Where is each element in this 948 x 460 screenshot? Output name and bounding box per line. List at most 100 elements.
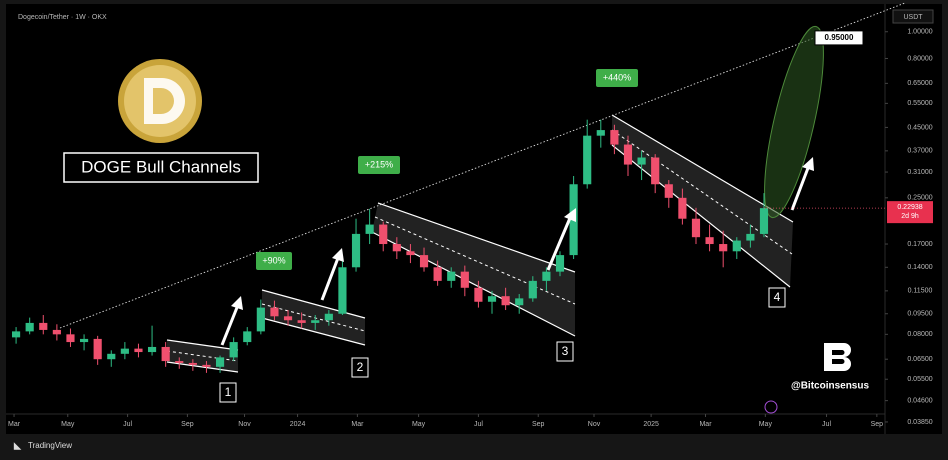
y-tick-label: 0.14000 bbox=[907, 264, 932, 271]
gain-box bbox=[256, 252, 292, 270]
candle-body bbox=[283, 316, 293, 321]
candle-body bbox=[433, 267, 442, 281]
x-tick-label: Sep bbox=[532, 421, 545, 428]
candle-body bbox=[52, 329, 61, 335]
candle-body bbox=[515, 298, 524, 306]
gain-box bbox=[596, 69, 638, 87]
candle-body bbox=[759, 208, 769, 234]
x-tick-label: Jul bbox=[474, 421, 483, 428]
x-tick-label: Mar bbox=[351, 421, 364, 428]
countdown-label: 2d 9h bbox=[901, 213, 919, 220]
candle-body bbox=[256, 307, 265, 332]
last-price-box bbox=[887, 201, 933, 224]
candle-body bbox=[66, 334, 75, 343]
candle-body bbox=[637, 157, 646, 165]
candle-body bbox=[202, 364, 211, 367]
overlay-title: DOGE Bull Channels bbox=[81, 157, 241, 176]
candle-body bbox=[12, 331, 21, 338]
candle-body bbox=[732, 240, 741, 252]
candle-body bbox=[338, 267, 347, 314]
unit: USDT bbox=[903, 14, 923, 21]
candle-body bbox=[623, 144, 633, 165]
candle-body bbox=[746, 233, 755, 241]
candle-body bbox=[664, 184, 673, 198]
candle-body bbox=[147, 346, 157, 353]
chart-title: Dogecoin/Tether · 1W · OKX bbox=[18, 14, 107, 21]
axes: 1.00000 0.80000 0.65000 0.55000 0.45000 0.370… bbox=[8, 29, 933, 428]
candle-body bbox=[134, 348, 143, 353]
y-tick-label: 0.09500 bbox=[907, 311, 932, 318]
x-tick-label: Nov bbox=[238, 421, 251, 428]
x-tick-label: May bbox=[61, 421, 75, 428]
y-tick-label: 0.08000 bbox=[907, 331, 932, 338]
y-tick-label: 0.37000 bbox=[907, 148, 932, 155]
candle-body bbox=[229, 342, 238, 358]
candle-body bbox=[215, 357, 225, 367]
candle-body bbox=[324, 313, 333, 321]
channel-line bbox=[261, 317, 366, 346]
watermark-logo bbox=[824, 343, 851, 371]
x-tick-label: Jul bbox=[123, 421, 132, 428]
target-price-box bbox=[814, 30, 864, 46]
channel-line bbox=[371, 231, 576, 337]
channel-mid bbox=[374, 216, 576, 305]
channel-number-box bbox=[351, 357, 369, 378]
y-tick-label: 0.11500 bbox=[908, 288, 933, 295]
y-tick-label: 0.17000 bbox=[907, 241, 932, 248]
candle-body bbox=[392, 244, 401, 252]
doge-logo-mark bbox=[144, 78, 185, 124]
candle-body bbox=[447, 271, 456, 281]
y-tick-label: 0.55000 bbox=[907, 100, 932, 107]
candle-body bbox=[406, 251, 415, 256]
y-tick-label: 0.06500 bbox=[907, 356, 932, 363]
candle-body bbox=[610, 130, 619, 145]
projection-ellipse bbox=[764, 25, 824, 219]
y-tick-label: 0.25000 bbox=[907, 195, 932, 202]
candle-body bbox=[460, 271, 469, 288]
trend-line bbox=[59, 2, 906, 329]
footer-logo: ◣ bbox=[13, 440, 22, 450]
last-price-label: 0.22938 bbox=[897, 204, 922, 211]
candle-body bbox=[39, 322, 48, 330]
y-tick-label: 0.05500 bbox=[907, 376, 932, 383]
candle-body bbox=[311, 320, 320, 323]
channel-number: 1 bbox=[225, 385, 232, 399]
target-price-label: 0.95000 bbox=[825, 33, 854, 42]
footer: TradingView bbox=[28, 441, 72, 450]
x-tick-label: Jul bbox=[822, 421, 831, 428]
y-tick-label: 0.03850 bbox=[907, 419, 932, 426]
candle-body bbox=[528, 280, 537, 299]
candle-body bbox=[379, 224, 388, 245]
candle-body bbox=[691, 218, 701, 238]
x-tick-label: May bbox=[759, 421, 773, 428]
candle-body bbox=[419, 255, 429, 268]
candle-body bbox=[501, 296, 510, 306]
candle-body bbox=[188, 362, 197, 365]
y-tick-label: 1.00000 bbox=[907, 29, 932, 36]
candle-body bbox=[365, 224, 374, 234]
candles bbox=[12, 119, 769, 373]
channel-line bbox=[261, 289, 366, 319]
candle-body bbox=[474, 287, 483, 302]
candle-body bbox=[297, 320, 306, 323]
candle-body bbox=[719, 244, 728, 252]
candle-body bbox=[542, 271, 551, 281]
channel-fill bbox=[372, 203, 575, 336]
gain-label: +440% bbox=[603, 72, 631, 82]
candle-body bbox=[351, 233, 361, 268]
x-tick-label: Mar bbox=[699, 421, 712, 428]
candle-body bbox=[25, 322, 34, 332]
y-tick-label: 0.45000 bbox=[907, 124, 932, 131]
x-tick-label: May bbox=[412, 421, 426, 428]
overlay-title-box bbox=[63, 152, 259, 183]
arrows bbox=[220, 157, 814, 346]
candle-body bbox=[120, 348, 129, 354]
candle-body bbox=[487, 296, 497, 302]
x-tick-label: 2025 bbox=[643, 421, 659, 428]
channel-line bbox=[166, 339, 239, 351]
gain-label: +215% bbox=[365, 159, 393, 169]
channel-number-box bbox=[556, 341, 574, 362]
watermark: @Bitcoinsensus bbox=[791, 381, 870, 392]
candle-body bbox=[243, 331, 252, 343]
